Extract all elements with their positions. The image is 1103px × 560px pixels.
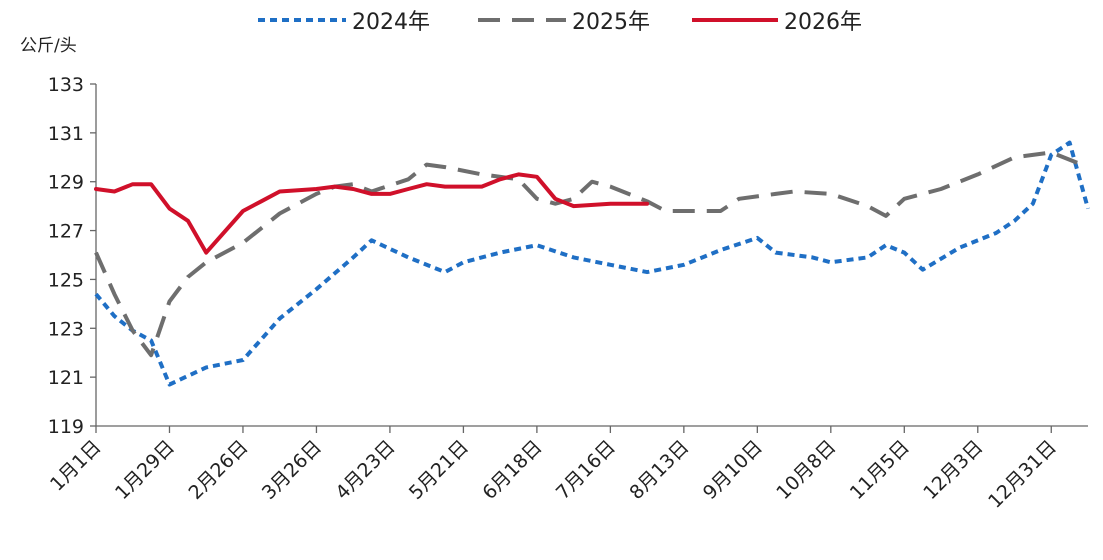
x-tick-label: 12月3日 [919,436,987,504]
series-line-2026年 [94,172,650,255]
legend-label: 2024年 [352,10,430,35]
series-line-2025年 [94,150,1089,358]
y-tick-label: 119 [48,416,84,438]
series-line-2024年 [94,140,1090,387]
legend: 2024年 2025年 2026年 [258,10,862,35]
x-tick-label: 8月13日 [625,436,693,504]
y-tick-label: 133 [48,74,84,96]
y-tick-label: 127 [48,221,84,243]
y-tick-label: 125 [48,269,84,291]
x-tick-label: 3月26日 [258,436,326,504]
x-tick-label: 5月21日 [405,436,473,504]
x-tick-label: 1月1日 [46,436,106,496]
legend-label: 2025年 [572,10,650,35]
y-tick-label: 121 [48,367,84,389]
x-tick-label: 1月29日 [111,436,179,504]
x-tick-label: 10月8日 [772,436,840,504]
y-axis-unit-label: 公斤/头 [20,36,77,56]
x-tick-label: 9月10日 [699,436,767,504]
x-tick-label: 12月31日 [984,436,1061,513]
y-tick-label: 129 [48,172,84,194]
x-axis: 1月1日 1月29日 2月26日 3月26日 4月23日 5月21日 6月18日 7月16日 8… [46,425,1088,513]
y-tick-label: 131 [48,123,84,145]
legend-label: 2026年 [784,10,862,35]
x-tick-label: 6月18日 [478,436,546,504]
series-layer [94,140,1090,387]
y-axis: 133 131 129 127 125 123 121 119 [48,74,97,438]
x-tick-label: 11月5日 [846,436,914,504]
x-tick-label: 2月26日 [184,436,252,504]
x-tick-label: 4月23日 [331,436,399,504]
x-tick-label: 7月16日 [552,436,620,504]
y-tick-label: 123 [48,318,84,340]
